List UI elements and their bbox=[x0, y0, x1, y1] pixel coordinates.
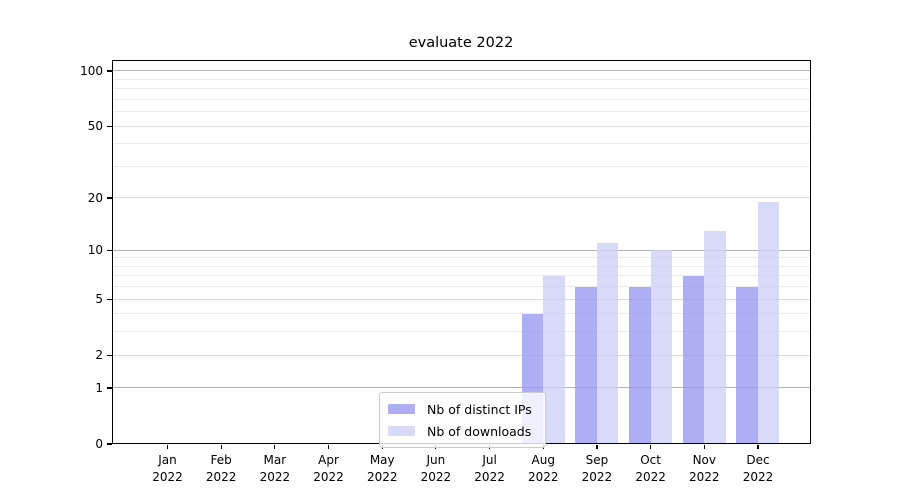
legend: Nb of distinct IPs Nb of downloads bbox=[379, 392, 546, 448]
bar-aug-downloads bbox=[543, 275, 565, 444]
y-tick-mark-10 bbox=[106, 249, 112, 251]
y-tick-label-0: 0 bbox=[95, 437, 103, 451]
x-tick-mark-sep bbox=[596, 444, 598, 450]
x-tick-label-feb: Feb 2022 bbox=[205, 453, 237, 484]
x-tick-label-may: May 2022 bbox=[366, 453, 398, 484]
gridline-5 bbox=[113, 298, 810, 300]
x-tick-label-apr: Apr 2022 bbox=[313, 453, 344, 484]
x-tick-label-sep: Sep 2022 bbox=[581, 453, 613, 484]
x-tick-mark-nov bbox=[703, 444, 705, 450]
x-tick-mark-feb bbox=[220, 444, 222, 450]
gridline-20 bbox=[113, 197, 810, 199]
x-tick-label-nov: Nov 2022 bbox=[689, 453, 720, 484]
legend-entry-distinct-ips: Nb of distinct IPs bbox=[388, 400, 535, 418]
gridline-50 bbox=[113, 125, 810, 127]
x-tick-label-jul: Jul 2022 bbox=[474, 453, 505, 484]
y-tick-mark-2 bbox=[106, 354, 112, 356]
gridline-60 bbox=[113, 111, 810, 113]
x-tick-label-jan: Jan 2022 bbox=[152, 453, 183, 484]
bar-nov-downloads bbox=[704, 230, 726, 444]
y-tick-mark-1 bbox=[106, 387, 112, 389]
y-tick-label-100: 100 bbox=[80, 63, 103, 78]
gridline-4 bbox=[113, 313, 810, 315]
x-tick-label-aug: Aug 2022 bbox=[527, 453, 559, 484]
gridline-1 bbox=[113, 387, 810, 389]
gridline-80 bbox=[113, 88, 810, 90]
gridline-90 bbox=[113, 78, 810, 80]
bar-oct-downloads bbox=[650, 250, 673, 444]
gridline-6 bbox=[113, 286, 810, 288]
y-tick-label-1: 1 bbox=[95, 380, 103, 395]
y-tick-mark-100 bbox=[106, 70, 112, 72]
legend-entry-downloads: Nb of downloads bbox=[388, 422, 535, 440]
bar-dec-downloads bbox=[757, 201, 780, 444]
y-tick-mark-20 bbox=[106, 197, 112, 199]
gridline-10 bbox=[113, 249, 810, 251]
y-tick-label-10: 10 bbox=[87, 243, 103, 258]
x-tick-mark-mar bbox=[274, 444, 276, 450]
x-tick-mark-apr bbox=[327, 444, 330, 450]
bar-dec-ips bbox=[736, 286, 758, 444]
bar-oct-ips bbox=[629, 286, 651, 444]
y-tick-mark-0 bbox=[106, 443, 112, 445]
y-tick-label-5: 5 bbox=[95, 292, 103, 307]
legend-label-downloads: Nb of downloads bbox=[427, 423, 532, 439]
gridline-40 bbox=[113, 143, 810, 145]
y-tick-mark-50 bbox=[106, 125, 112, 127]
x-tick-label-mar: Mar 2022 bbox=[259, 453, 291, 484]
legend-swatch-downloads bbox=[388, 426, 415, 436]
x-tick-mark-jan bbox=[166, 444, 169, 450]
gridline-8 bbox=[113, 265, 810, 267]
gridline-3 bbox=[113, 331, 810, 333]
x-tick-label-dec: Dec 2022 bbox=[742, 453, 774, 484]
y-tick-label-20: 20 bbox=[87, 190, 103, 205]
legend-swatch-distinct-ips bbox=[388, 404, 415, 414]
bar-sep-downloads bbox=[596, 243, 619, 444]
y-tick-label-2: 2 bbox=[95, 348, 103, 363]
chart-title: evaluate 2022 bbox=[408, 35, 514, 51]
y-tick-label-50: 50 bbox=[87, 119, 103, 134]
gridline-30 bbox=[113, 165, 810, 167]
gridline-9 bbox=[113, 257, 810, 259]
legend-label-distinct-ips: Nb of distinct IPs bbox=[427, 401, 532, 417]
gridline-2 bbox=[113, 354, 810, 356]
x-tick-mark-dec bbox=[757, 444, 759, 450]
bar-sep-ips bbox=[575, 286, 597, 444]
gridline-7 bbox=[113, 275, 810, 277]
bar-nov-ips bbox=[682, 275, 705, 444]
gridline-70 bbox=[113, 98, 810, 100]
gridline-100 bbox=[113, 70, 810, 72]
x-tick-label-oct: Oct 2022 bbox=[635, 453, 666, 484]
x-tick-label-jun: Jun 2022 bbox=[420, 453, 452, 484]
x-tick-mark-oct bbox=[650, 444, 652, 450]
y-tick-mark-5 bbox=[106, 298, 112, 300]
